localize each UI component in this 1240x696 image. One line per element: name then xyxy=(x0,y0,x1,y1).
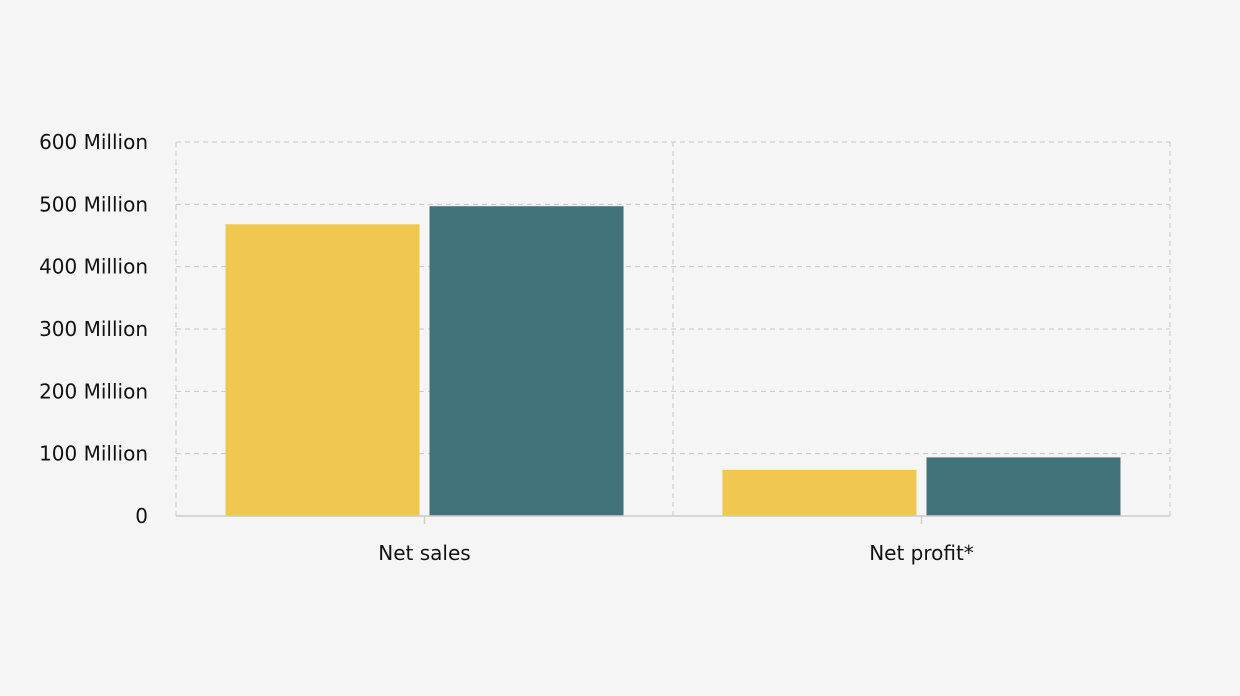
bar-net-profit-series-2 xyxy=(926,457,1121,516)
y-tick-label: 400 Million xyxy=(39,255,148,279)
bar-net-profit-series-1 xyxy=(722,469,917,516)
y-tick-label: 300 Million xyxy=(39,317,148,341)
y-tick-label: 200 Million xyxy=(39,379,148,403)
label-layer: 0 100 Million 200 Million 300 Million 400 Mi… xyxy=(39,130,974,565)
y-tick-label: 600 Million xyxy=(39,130,148,154)
bar-net-sales-series-2 xyxy=(429,206,624,516)
x-tick-label: Net profit* xyxy=(869,541,974,565)
y-tick-label: 100 Million xyxy=(39,442,148,466)
bar-net-sales-series-1 xyxy=(225,224,420,516)
y-tick-label: 500 Million xyxy=(39,192,148,216)
bar-layer xyxy=(225,206,1121,516)
y-tick-label: 0 xyxy=(135,504,148,528)
x-tick-label: Net sales xyxy=(378,541,470,565)
axis-layer xyxy=(176,515,1170,524)
